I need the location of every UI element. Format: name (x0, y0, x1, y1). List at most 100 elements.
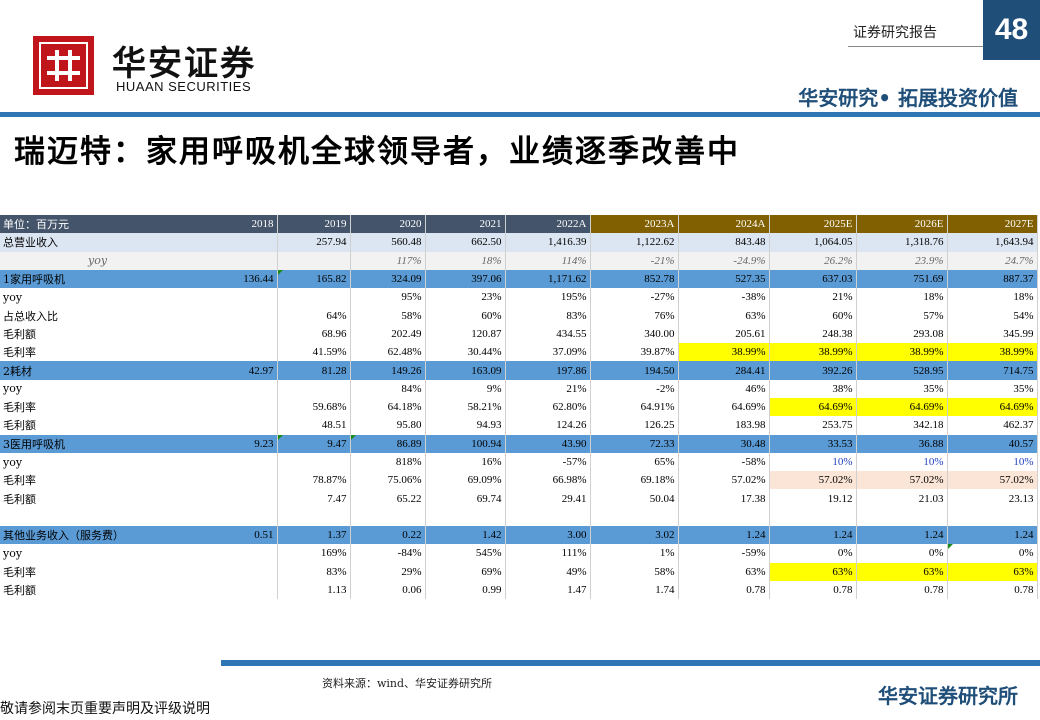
table-cell (856, 507, 948, 527)
table-cell: 65% (590, 452, 679, 472)
table-cell (220, 489, 278, 508)
row-label: 其他业务收入（服务费） (0, 526, 220, 545)
row-label: 2耗材 (0, 361, 220, 380)
brand-name-cn: 华安证券 (112, 44, 256, 84)
table-row: yoy 95% 23% 195% -27% -38% 21% 18% 18% (0, 288, 1038, 307)
table-row: 1家用呼吸机 136.44 165.82 324.09 397.06 1,171.62 85… (0, 269, 1038, 289)
table-row: yoy 818% 16% -57% 65% -58% 10% 10% 10% (0, 452, 1038, 472)
table-cell: 21% (505, 379, 591, 398)
table-row: 毛利率 78.87% 75.06% 69.09% 66.98% 69.18% 57.02% 5… (0, 471, 1038, 490)
report-type-underline (848, 46, 983, 47)
table-cell: 117% (350, 251, 426, 270)
table-cell: 1.42 (425, 526, 506, 545)
table-cell: 58.21% (425, 397, 506, 417)
table-cell: 9.47 (277, 434, 351, 453)
table-cell: 3.00 (505, 526, 591, 545)
table-cell (220, 507, 278, 527)
table-cell (220, 397, 278, 417)
table-cell: 40.57 (947, 434, 1038, 453)
year-header: 2025E (769, 215, 857, 234)
table-cell: 86.89 (350, 434, 426, 453)
table-cell: 43.90 (505, 434, 591, 453)
table-cell: 42.97 (220, 361, 278, 380)
table-cell: 257.94 (277, 233, 351, 252)
table-cell (220, 562, 278, 581)
table-cell: 528.95 (856, 361, 948, 380)
row-label: yoy (0, 544, 220, 563)
table-cell: 23.13 (947, 489, 1038, 508)
table-cell: 35% (856, 379, 948, 398)
table-cell: 818% (350, 452, 426, 472)
table-cell: 1,643.94 (947, 233, 1038, 252)
table-cell: 57.02% (856, 471, 948, 490)
table-cell: 54% (947, 306, 1038, 325)
table-cell: 345.99 (947, 324, 1038, 344)
table-cell: 63% (769, 562, 857, 581)
table-cell: -27% (590, 288, 679, 307)
table-cell: 50.04 (590, 489, 679, 508)
table-cell: 26.2% (769, 251, 857, 270)
table-cell: 111% (505, 544, 591, 563)
table-cell: -84% (350, 544, 426, 563)
table-cell: 64.69% (678, 397, 770, 417)
row-label: 毛利率 (0, 562, 220, 581)
year-header: 2020 (350, 215, 426, 234)
header-slogan: 华安研究• 拓展投资价值 (798, 86, 1018, 110)
table-cell: 194.50 (590, 361, 679, 380)
table-cell: 1,122.62 (590, 233, 679, 252)
table-cell: 76% (590, 306, 679, 325)
table-cell: 195% (505, 288, 591, 307)
table-cell: 0.22 (350, 526, 426, 545)
table-cell (590, 507, 679, 527)
table-cell (277, 251, 351, 270)
row-label: 总营业收入 (0, 233, 220, 252)
table-cell: 0.78 (856, 580, 948, 600)
table-cell: 57% (856, 306, 948, 325)
table-cell: 7.47 (277, 489, 351, 508)
table-cell: 60% (425, 306, 506, 325)
table-cell: -38% (678, 288, 770, 307)
table-cell: 136.44 (220, 269, 278, 289)
table-cell: 62.48% (350, 343, 426, 362)
table-cell: 10% (769, 452, 857, 472)
table-cell: 58% (590, 562, 679, 581)
year-header: 2019 (277, 215, 351, 234)
table-cell: 392.26 (769, 361, 857, 380)
table-cell: 21% (769, 288, 857, 307)
row-label: 毛利额 (0, 489, 220, 508)
table-cell: 1,171.62 (505, 269, 591, 289)
table-row: 毛利率 83% 29% 69% 49% 58% 63% 63% 63% 63% (0, 562, 1038, 581)
table-cell: 165.82 (277, 269, 351, 289)
table-cell: 64% (277, 306, 351, 325)
table-cell: 852.78 (590, 269, 679, 289)
table-cell: 1.24 (856, 526, 948, 545)
row-label: 毛利率 (0, 471, 220, 490)
table-cell: 38.99% (947, 343, 1038, 362)
table-cell (277, 452, 351, 472)
row-label: yoy (0, 452, 220, 472)
year-header: 2023A (590, 215, 679, 234)
table-row: 毛利率 59.68% 64.18% 58.21% 62.80% 64.91% 64.69% 6… (0, 397, 1038, 417)
row-label: 毛利率 (0, 397, 220, 417)
table-cell (220, 471, 278, 490)
table-cell (277, 379, 351, 398)
row-label: 毛利率 (0, 343, 220, 362)
unit-label: 单位：百万元 (0, 215, 220, 234)
table-cell (220, 233, 278, 252)
table-cell: 78.87% (277, 471, 351, 490)
row-label: 3医用呼吸机 (0, 434, 220, 453)
table-cell: -59% (678, 544, 770, 563)
table-cell: 120.87 (425, 324, 506, 344)
table-cell: 0% (769, 544, 857, 563)
year-header: 2024A (678, 215, 770, 234)
table-cell: 1.24 (769, 526, 857, 545)
table-cell: 1.47 (505, 580, 591, 600)
table-cell: 38.99% (856, 343, 948, 362)
table-cell: 38% (769, 379, 857, 398)
table-row: 其他业务收入（服务费） 0.51 1.37 0.22 1.42 3.00 3.02 1.24 1… (0, 526, 1038, 545)
table-cell: 69% (425, 562, 506, 581)
table-cell: 1,318.76 (856, 233, 948, 252)
table-cell: 293.08 (856, 324, 948, 344)
table-cell: 63% (678, 306, 770, 325)
table-row (0, 507, 1038, 527)
